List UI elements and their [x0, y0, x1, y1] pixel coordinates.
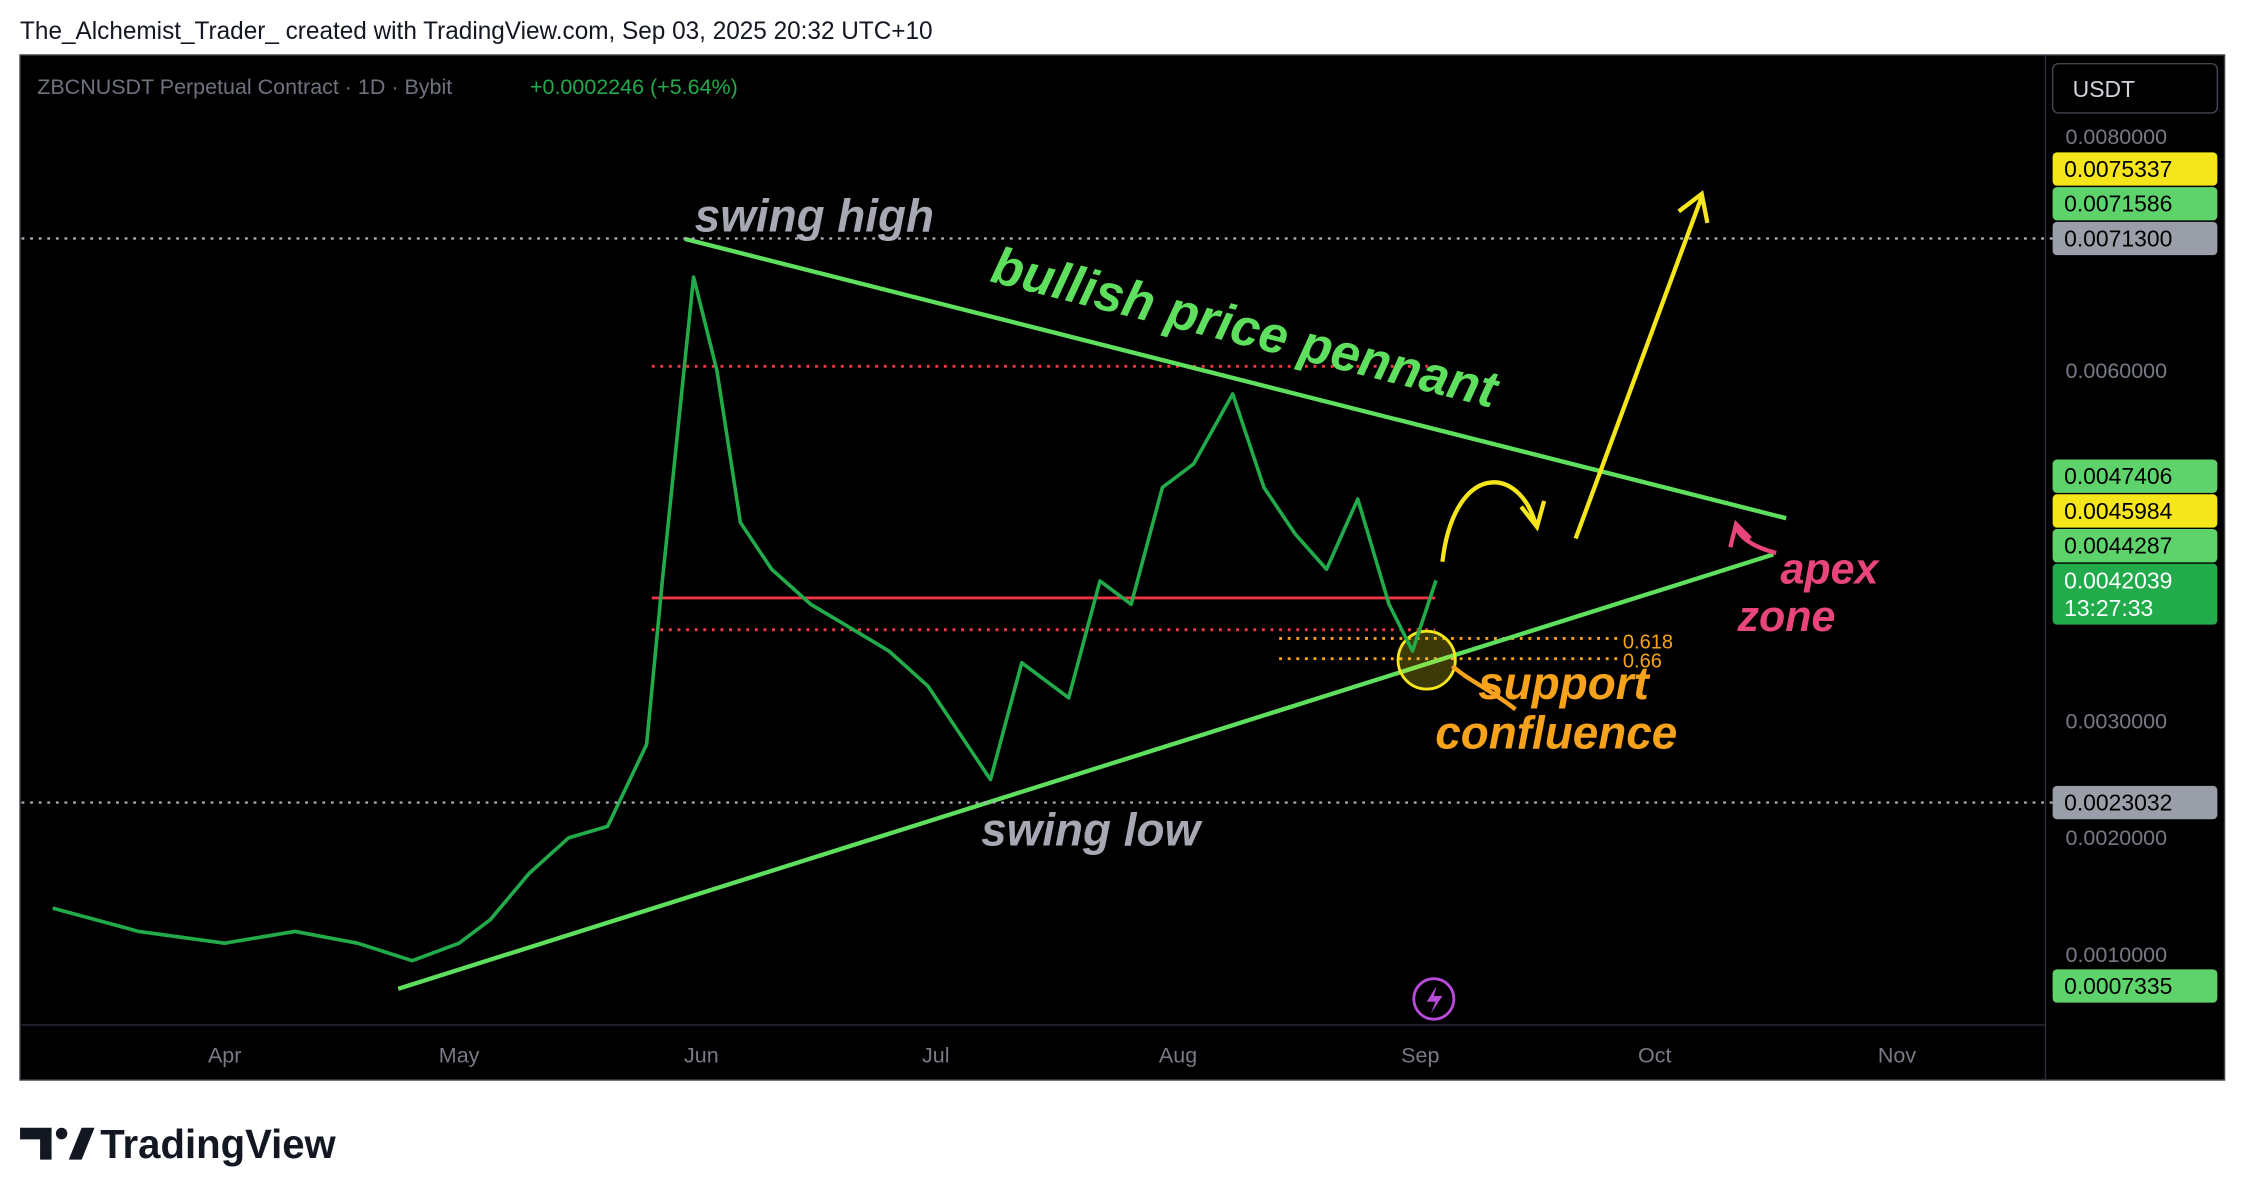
annotation: support: [1478, 657, 1650, 709]
currency-box[interactable]: [2051, 62, 2219, 114]
price-label: 0.0047406: [2064, 463, 2172, 489]
price-label: 0.0045984: [2064, 498, 2172, 524]
y-tick-label: 0.0010000: [2066, 942, 2168, 967]
currency[interactable]: USDT: [2073, 76, 2135, 102]
logo-shape: [55, 1127, 68, 1140]
support-circle: [1396, 629, 1457, 691]
x-tick-label: Sep: [1401, 1042, 1439, 1067]
annotation: zone: [1737, 593, 1836, 641]
x-tick-label: Nov: [1878, 1042, 1916, 1067]
y-tick-label: 0.0030000: [2066, 708, 2168, 733]
price-label-box: [2052, 494, 2218, 528]
chart-title: ZBCNUSDT Perpetual Contract · 1D · Bybit: [37, 74, 452, 99]
chart-frame: [19, 54, 2226, 1081]
fib-label: 0.66: [1623, 650, 1662, 672]
logo-shape: [68, 1127, 95, 1160]
price-label-box: [2052, 969, 2218, 1003]
x-tick-label: May: [439, 1042, 480, 1067]
trendline: [397, 552, 1774, 991]
price-label-box: [2052, 152, 2218, 186]
alert-icon: [1426, 985, 1443, 1014]
brand-logo: [20, 1127, 95, 1160]
price-label: 0.0075337: [2064, 156, 2172, 182]
price-label: 0.0044287: [2064, 533, 2172, 559]
price-label-box: [2052, 785, 2218, 820]
x-tick-label: Aug: [1159, 1042, 1197, 1067]
arrow: [1451, 664, 1517, 712]
alert-icon[interactable]: [1412, 977, 1456, 1021]
y-tick-label: 0.0020000: [2066, 825, 2168, 850]
annotation: swing low: [981, 803, 1203, 855]
annotation: swing high: [695, 189, 934, 241]
price-change: +0.0002246 (+5.64%): [530, 74, 738, 99]
annotation: apex: [1780, 545, 1880, 593]
price-label-box: [2052, 529, 2218, 563]
x-tick-label: Jun: [684, 1042, 719, 1067]
arrow: [1440, 480, 1547, 562]
trendline: [684, 236, 1787, 521]
price-line: [52, 275, 1438, 963]
logo-shape: [20, 1127, 52, 1160]
price-label-box: [2052, 221, 2218, 256]
arrow: [1573, 190, 1710, 540]
countdown: 13:27:33: [2064, 595, 2153, 621]
price-label-box: [2052, 187, 2218, 221]
price-label: 0.0071300: [2064, 225, 2172, 251]
y-tick-label: 0.0060000: [2066, 358, 2168, 383]
y-tick-label: 0.0080000: [2066, 124, 2168, 149]
annotation: confluence: [1435, 706, 1677, 758]
fib-label: 0.618: [1623, 631, 1673, 653]
brand: TradingView: [100, 1121, 336, 1167]
x-tick-label: Apr: [208, 1042, 241, 1067]
drawings: [52, 190, 1787, 1021]
arrow: [1728, 519, 1777, 556]
price-label: 0.0007335: [2064, 973, 2172, 999]
x-tick-label: Jul: [922, 1042, 949, 1067]
price-label-box: [2052, 563, 2218, 625]
price-label: 0.0023032: [2064, 789, 2172, 815]
price-label-box: [2052, 459, 2218, 493]
attribution: The_Alchemist_Trader_ created with Tradi…: [20, 18, 933, 45]
price-label: 0.0042039: [2064, 567, 2172, 593]
price-label: 0.0071586: [2064, 191, 2172, 217]
x-tick-label: Oct: [1638, 1042, 1671, 1067]
